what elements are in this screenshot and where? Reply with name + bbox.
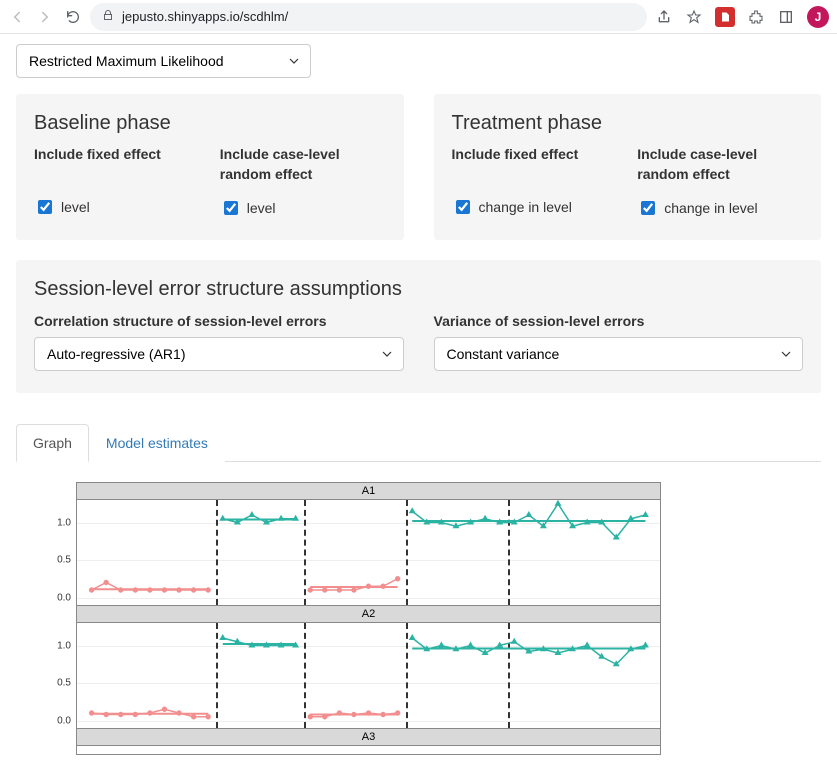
y-tick-label: 0.0 (57, 715, 71, 726)
treatment-title: Treatment phase (452, 112, 804, 135)
share-icon[interactable] (655, 8, 673, 26)
caret-down-icon (289, 53, 299, 69)
treatment-phase-panel: Treatment phase Include fixed effect cha… (434, 94, 822, 240)
treatment-random-header: Include case-level random effect (637, 145, 803, 184)
caret-down-icon (382, 346, 392, 362)
treatment-random-change-label: change in level (664, 200, 757, 216)
phase-row: Baseline phase Include fixed effect leve… (16, 94, 821, 240)
address-bar[interactable]: jepusto.shinyapps.io/scdhlm/ (90, 3, 647, 31)
facet-a1: A10.00.51.0 (76, 482, 661, 606)
baseline-title: Baseline phase (34, 112, 386, 135)
pdf-extension-icon[interactable] (715, 7, 735, 27)
baseline-fixed-col: Include fixed effect level (34, 145, 200, 218)
tab-model-estimates-label: Model estimates (106, 435, 208, 451)
chrome-right-icons: J (655, 6, 829, 28)
reload-button[interactable] (64, 8, 82, 26)
panel-icon[interactable] (777, 8, 795, 26)
variance-select[interactable]: Constant variance (434, 337, 804, 371)
facet-strip: A2 (77, 606, 660, 623)
baseline-phase-panel: Baseline phase Include fixed effect leve… (16, 94, 404, 240)
extensions-icon[interactable] (747, 8, 765, 26)
corr-structure-col: Correlation structure of session-level e… (34, 313, 404, 371)
browser-chrome: jepusto.shinyapps.io/scdhlm/ J (0, 0, 837, 34)
baseline-random-level-label: level (247, 200, 276, 216)
treatment-random-col: Include case-level random effect change … (637, 145, 803, 218)
session-error-panel: Session-level error structure assumption… (16, 260, 821, 393)
estimation-method-select[interactable]: Restricted Maximum Likelihood (16, 44, 311, 78)
treatment-random-change-checkbox[interactable] (641, 201, 655, 215)
corr-structure-label: Correlation structure of session-level e… (34, 313, 404, 329)
treatment-fixed-change-label: change in level (479, 199, 572, 215)
facet-body: 0.00.51.0 (77, 623, 660, 728)
facet-a3: A3 (76, 729, 661, 755)
facet-strip: A1 (77, 483, 660, 500)
baseline-random-header: Include case-level random effect (220, 145, 386, 184)
session-error-title: Session-level error structure assumption… (34, 278, 803, 301)
facet-body (77, 746, 660, 754)
treatment-fixed-change-check[interactable]: change in level (452, 197, 618, 217)
treatment-fixed-col: Include fixed effect change in level (452, 145, 618, 218)
baseline-random-col: Include case-level random effect level (220, 145, 386, 218)
baseline-fixed-level-check[interactable]: level (34, 197, 200, 217)
page-body: Restricted Maximum Likelihood Baseline p… (0, 34, 837, 755)
forward-button[interactable] (36, 8, 54, 26)
variance-col: Variance of session-level errors Constan… (434, 313, 804, 371)
output-tabs: Graph Model estimates (16, 423, 821, 462)
profile-avatar[interactable]: J (807, 6, 829, 28)
baseline-fixed-header: Include fixed effect (34, 145, 200, 183)
caret-down-icon (781, 346, 791, 362)
corr-structure-value: Auto-regressive (AR1) (47, 346, 186, 362)
nav-buttons (8, 8, 82, 26)
variance-value: Constant variance (447, 346, 560, 362)
treatment-fixed-header: Include fixed effect (452, 145, 618, 183)
y-tick-label: 0.0 (57, 592, 71, 603)
baseline-random-level-check[interactable]: level (220, 198, 386, 218)
facet-body: 0.00.51.0 (77, 500, 660, 605)
treatment-fixed-change-checkbox[interactable] (456, 200, 470, 214)
y-tick-label: 0.5 (57, 555, 71, 566)
plot-area: A10.00.51.0A20.00.51.0A3 (16, 462, 821, 755)
tab-model-estimates[interactable]: Model estimates (89, 424, 225, 462)
lock-icon (102, 9, 114, 24)
url-text: jepusto.shinyapps.io/scdhlm/ (122, 9, 288, 24)
bookmark-star-icon[interactable] (685, 8, 703, 26)
y-tick-label: 0.5 (57, 678, 71, 689)
baseline-random-level-checkbox[interactable] (224, 201, 238, 215)
baseline-fixed-level-checkbox[interactable] (38, 200, 52, 214)
back-button[interactable] (8, 8, 26, 26)
corr-structure-select[interactable]: Auto-regressive (AR1) (34, 337, 404, 371)
baseline-fixed-level-label: level (61, 199, 90, 215)
tab-graph-label: Graph (33, 435, 72, 451)
facet-strip: A3 (77, 729, 660, 746)
facet-a2: A20.00.51.0 (76, 606, 661, 729)
treatment-random-change-check[interactable]: change in level (637, 198, 803, 218)
tab-graph[interactable]: Graph (16, 424, 89, 462)
variance-label: Variance of session-level errors (434, 313, 804, 329)
avatar-initial: J (815, 10, 822, 24)
estimation-method-value: Restricted Maximum Likelihood (29, 53, 224, 69)
y-tick-label: 1.0 (57, 517, 71, 528)
y-tick-label: 1.0 (57, 640, 71, 651)
